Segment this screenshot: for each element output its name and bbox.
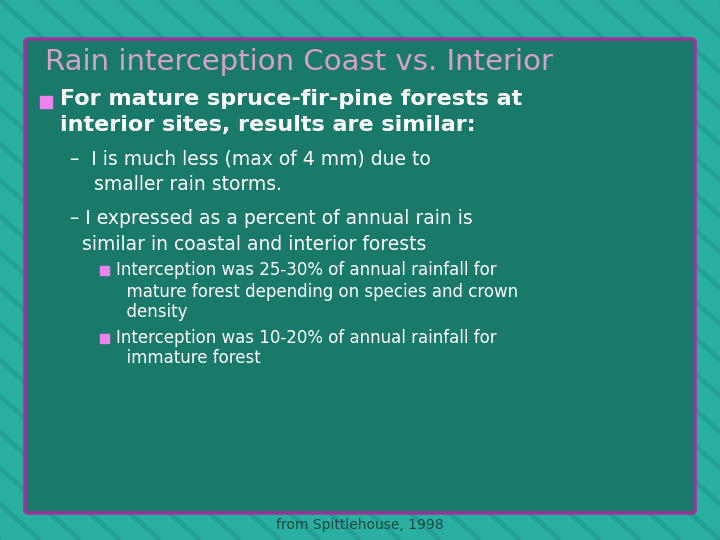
Text: –  I is much less (max of 4 mm) due to: – I is much less (max of 4 mm) due to <box>70 150 431 168</box>
Text: mature forest depending on species and crown: mature forest depending on species and c… <box>116 283 518 301</box>
Text: interior sites, results are similar:: interior sites, results are similar: <box>60 115 476 135</box>
Text: similar in coastal and interior forests: similar in coastal and interior forests <box>70 234 426 253</box>
FancyBboxPatch shape <box>25 39 695 513</box>
Text: Interception was 25-30% of annual rainfall for: Interception was 25-30% of annual rainfa… <box>116 261 497 279</box>
Text: density: density <box>116 303 187 321</box>
Text: Rain interception Coast vs. Interior: Rain interception Coast vs. Interior <box>45 48 553 76</box>
Text: Interception was 10-20% of annual rainfall for: Interception was 10-20% of annual rainfa… <box>116 329 497 347</box>
Text: immature forest: immature forest <box>116 349 261 367</box>
Text: – I expressed as a percent of annual rain is: – I expressed as a percent of annual rai… <box>70 210 473 228</box>
Bar <box>100 334 109 343</box>
Text: For mature spruce-fir-pine forests at: For mature spruce-fir-pine forests at <box>60 89 522 109</box>
Bar <box>40 96 52 108</box>
Bar <box>100 266 109 275</box>
Text: from Spittlehouse, 1998: from Spittlehouse, 1998 <box>276 518 444 532</box>
Text: smaller rain storms.: smaller rain storms. <box>70 174 282 193</box>
